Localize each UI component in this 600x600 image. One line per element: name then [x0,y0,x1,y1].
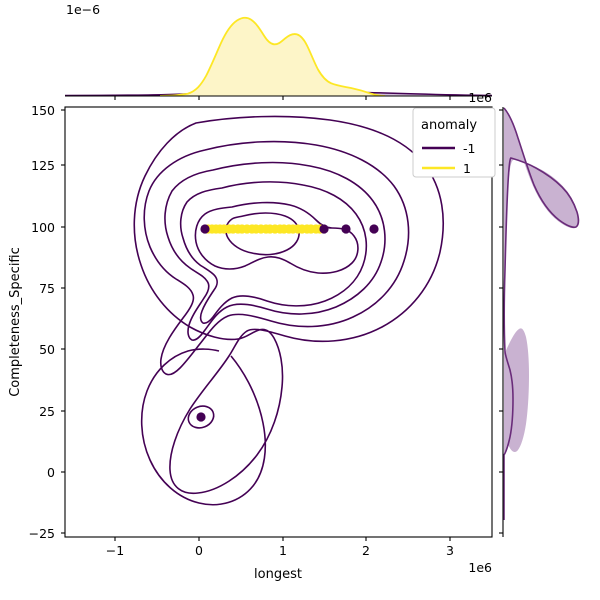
legend-box [412,107,496,178]
scatter-series-positive [203,224,325,234]
scatter-point [200,224,210,234]
kde-contour-lower-inner [187,405,215,429]
kde-contour-level-1 [133,115,445,495]
legend-item-positive[interactable]: 1 [422,161,471,176]
kde-contour-level-4 [179,181,368,325]
legend[interactable]: anomaly -1 1 [412,107,496,178]
scatter-group [196,224,379,422]
kde-contour-level-2 [143,140,410,376]
y-tick-label: 75 [39,281,55,296]
marginal-x-kde-group [65,16,492,96]
kde-contour-group [133,115,445,506]
marginal-y-kde-group [503,107,580,520]
legend-title: anomaly [421,118,477,133]
kde-contour-lower-lobe-outer [140,348,267,506]
main-axes: −1 0 1 2 3 150 125 100 75 50 [8,90,493,582]
marginal-x-offset-text: 1e−6 [66,2,100,17]
marginal-y-kde-peak-main-fill [504,108,579,228]
marginal-x-axes: 1e−6 [65,2,492,100]
marginal-y-axes [499,107,580,537]
kde-contour-level-5 [194,201,359,274]
kde-contour-level-6 [225,212,300,256]
x-tick-label: 2 [362,543,370,558]
marginal-x-kde-positive-fill [160,17,385,96]
y-tick-label: 0 [47,465,55,480]
y-tick-label: 125 [31,158,55,173]
legend-label-positive: 1 [463,161,471,176]
marginal-y-kde-negative-fill [504,112,579,452]
y-tick-label: −25 [29,526,55,541]
scatter-point [341,224,351,234]
y-tick-label: 150 [31,103,55,118]
main-axes-top-offset-text: 1e6 [468,90,492,105]
x-axis-ticks: −1 0 1 2 3 [106,537,454,558]
y-tick-label: 100 [31,220,55,235]
x-tick-label: 0 [195,543,203,558]
x-axis-offset-text: 1e6 [468,560,492,575]
scatter-point [319,224,329,234]
legend-item-negative[interactable]: -1 [422,141,475,156]
x-tick-label: 3 [446,543,454,558]
main-axes-frame [64,106,493,538]
y-axis-ticks: 150 125 100 75 50 25 0 −25 [29,103,65,541]
kde-contour-level-3 [164,161,386,341]
y-tick-label: 25 [39,404,55,419]
legend-label-negative: -1 [463,141,475,156]
x-axis-label: longest [254,567,302,582]
y-axis-label: Completeness_Specific [8,247,23,397]
scatter-series-negative [196,224,379,422]
y-tick-label: 50 [39,342,55,357]
scatter-point [369,224,379,234]
x-tick-label: 1 [279,543,287,558]
x-tick-label: −1 [106,543,124,558]
marginal-x-kde-positive-line [159,16,386,96]
marginal-y-kde-negative-line [503,107,580,520]
scatter-point [196,412,206,422]
